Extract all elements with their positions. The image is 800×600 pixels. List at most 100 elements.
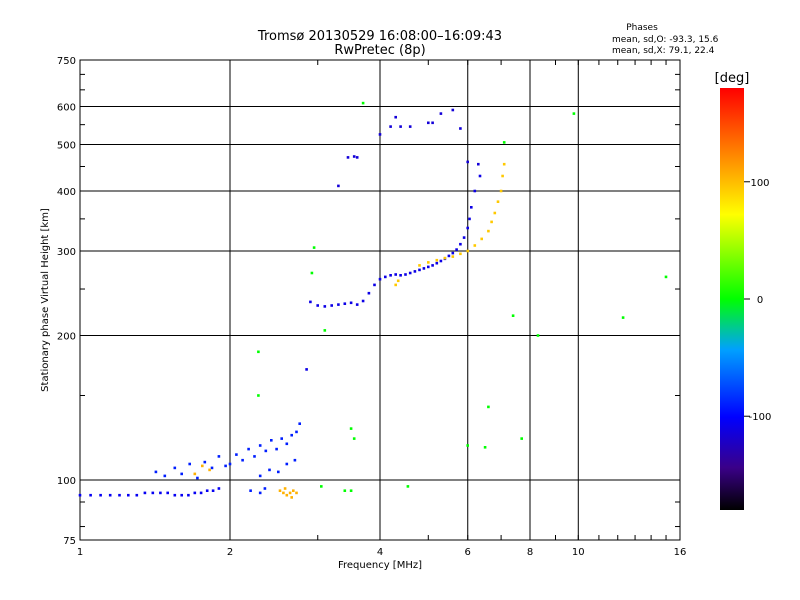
data-point [193, 491, 197, 495]
data-point [384, 275, 387, 279]
x-tick-label: 16 [674, 547, 687, 558]
data-point [217, 455, 221, 458]
data-point [285, 442, 289, 446]
data-point [330, 304, 333, 307]
chart-subtitle: RwPretec (8p) [334, 43, 425, 58]
data-point [173, 493, 177, 497]
colorbar [720, 88, 744, 510]
data-point [389, 125, 392, 128]
colorbar-tick-label: -100 [749, 412, 772, 423]
data-point [323, 329, 327, 332]
data-point [249, 489, 252, 492]
data-point [443, 256, 447, 260]
data-point [502, 162, 506, 166]
data-point [502, 141, 506, 144]
data-point [127, 493, 130, 497]
data-point [435, 261, 439, 265]
data-point [257, 350, 260, 354]
data-point [210, 466, 214, 470]
y-tick-label: 750 [57, 56, 76, 67]
data-point [468, 217, 471, 221]
data-point [323, 305, 327, 308]
data-point [404, 273, 407, 276]
chart-title: Tromsø 20130529 16:08:00–16:09:43 [257, 29, 502, 44]
colorbar-tick-label: 100 [750, 178, 769, 189]
data-point [399, 125, 402, 128]
data-point [205, 489, 209, 492]
data-point [459, 252, 462, 256]
data-point [193, 472, 197, 476]
data-point [451, 251, 455, 255]
y-tick-label: 100 [57, 476, 76, 487]
data-point [293, 458, 297, 462]
data-point [337, 184, 340, 188]
data-point [349, 301, 353, 305]
data-point [346, 156, 350, 159]
data-point [282, 491, 285, 495]
data-point [263, 487, 267, 490]
data-point [258, 491, 262, 495]
x-tick-label: 1 [77, 547, 83, 558]
data-point [483, 446, 487, 449]
stats-line-x: mean, sd,X: 79.1, 22.4 [612, 46, 715, 56]
data-point [355, 156, 359, 159]
data-point [228, 462, 232, 466]
data-point [572, 112, 576, 115]
data-point [477, 162, 480, 166]
data-point [295, 430, 298, 434]
data-point [280, 437, 283, 440]
data-point [493, 211, 497, 215]
data-point [275, 447, 278, 451]
data-point [490, 220, 493, 224]
data-point [337, 303, 340, 306]
data-point [201, 464, 204, 468]
data-point [408, 271, 412, 275]
data-point [343, 302, 347, 305]
data-point [520, 437, 523, 440]
data-point [418, 264, 421, 267]
data-point [199, 491, 203, 495]
data-point [264, 449, 268, 453]
y-tick-label: 500 [57, 141, 76, 152]
data-point [466, 249, 469, 253]
data-point [180, 472, 183, 476]
data-point [180, 493, 183, 497]
data-point [455, 248, 458, 251]
data-point [361, 101, 365, 105]
data-point [312, 246, 316, 249]
data-point [277, 470, 280, 474]
data-point [408, 125, 412, 128]
plot-area: 1 2 4 6 8 10 16 75 100 200 300 400 500 600 750 [57, 56, 686, 558]
data-point [399, 274, 402, 277]
data-point [211, 489, 215, 492]
data-point [224, 464, 227, 468]
data-point [310, 271, 314, 275]
data-point [247, 447, 250, 451]
data-point [298, 422, 301, 425]
data-point [406, 485, 410, 488]
x-tick-label: 10 [572, 547, 585, 558]
data-point [480, 237, 483, 241]
y-axis-label: Stationary phase Virtual Height [km] [40, 208, 51, 392]
data-point [422, 267, 426, 270]
y-tick-label: 600 [57, 103, 76, 114]
data-point [431, 264, 434, 267]
data-point [451, 255, 455, 258]
data-point [196, 476, 199, 480]
data-point [501, 174, 504, 178]
data-point [166, 491, 169, 495]
x-tick-label: 4 [377, 547, 383, 558]
data-point [309, 300, 312, 304]
data-point [511, 314, 515, 317]
x-tick-label: 6 [465, 547, 471, 558]
data-point [459, 127, 462, 130]
data-point [394, 115, 397, 119]
data-point [413, 270, 417, 273]
data-point [187, 493, 190, 497]
data-point [203, 460, 207, 464]
data-point [466, 444, 469, 447]
data-point [427, 121, 430, 125]
data-point [389, 274, 392, 277]
data-point [439, 259, 443, 263]
data-point [173, 466, 177, 470]
